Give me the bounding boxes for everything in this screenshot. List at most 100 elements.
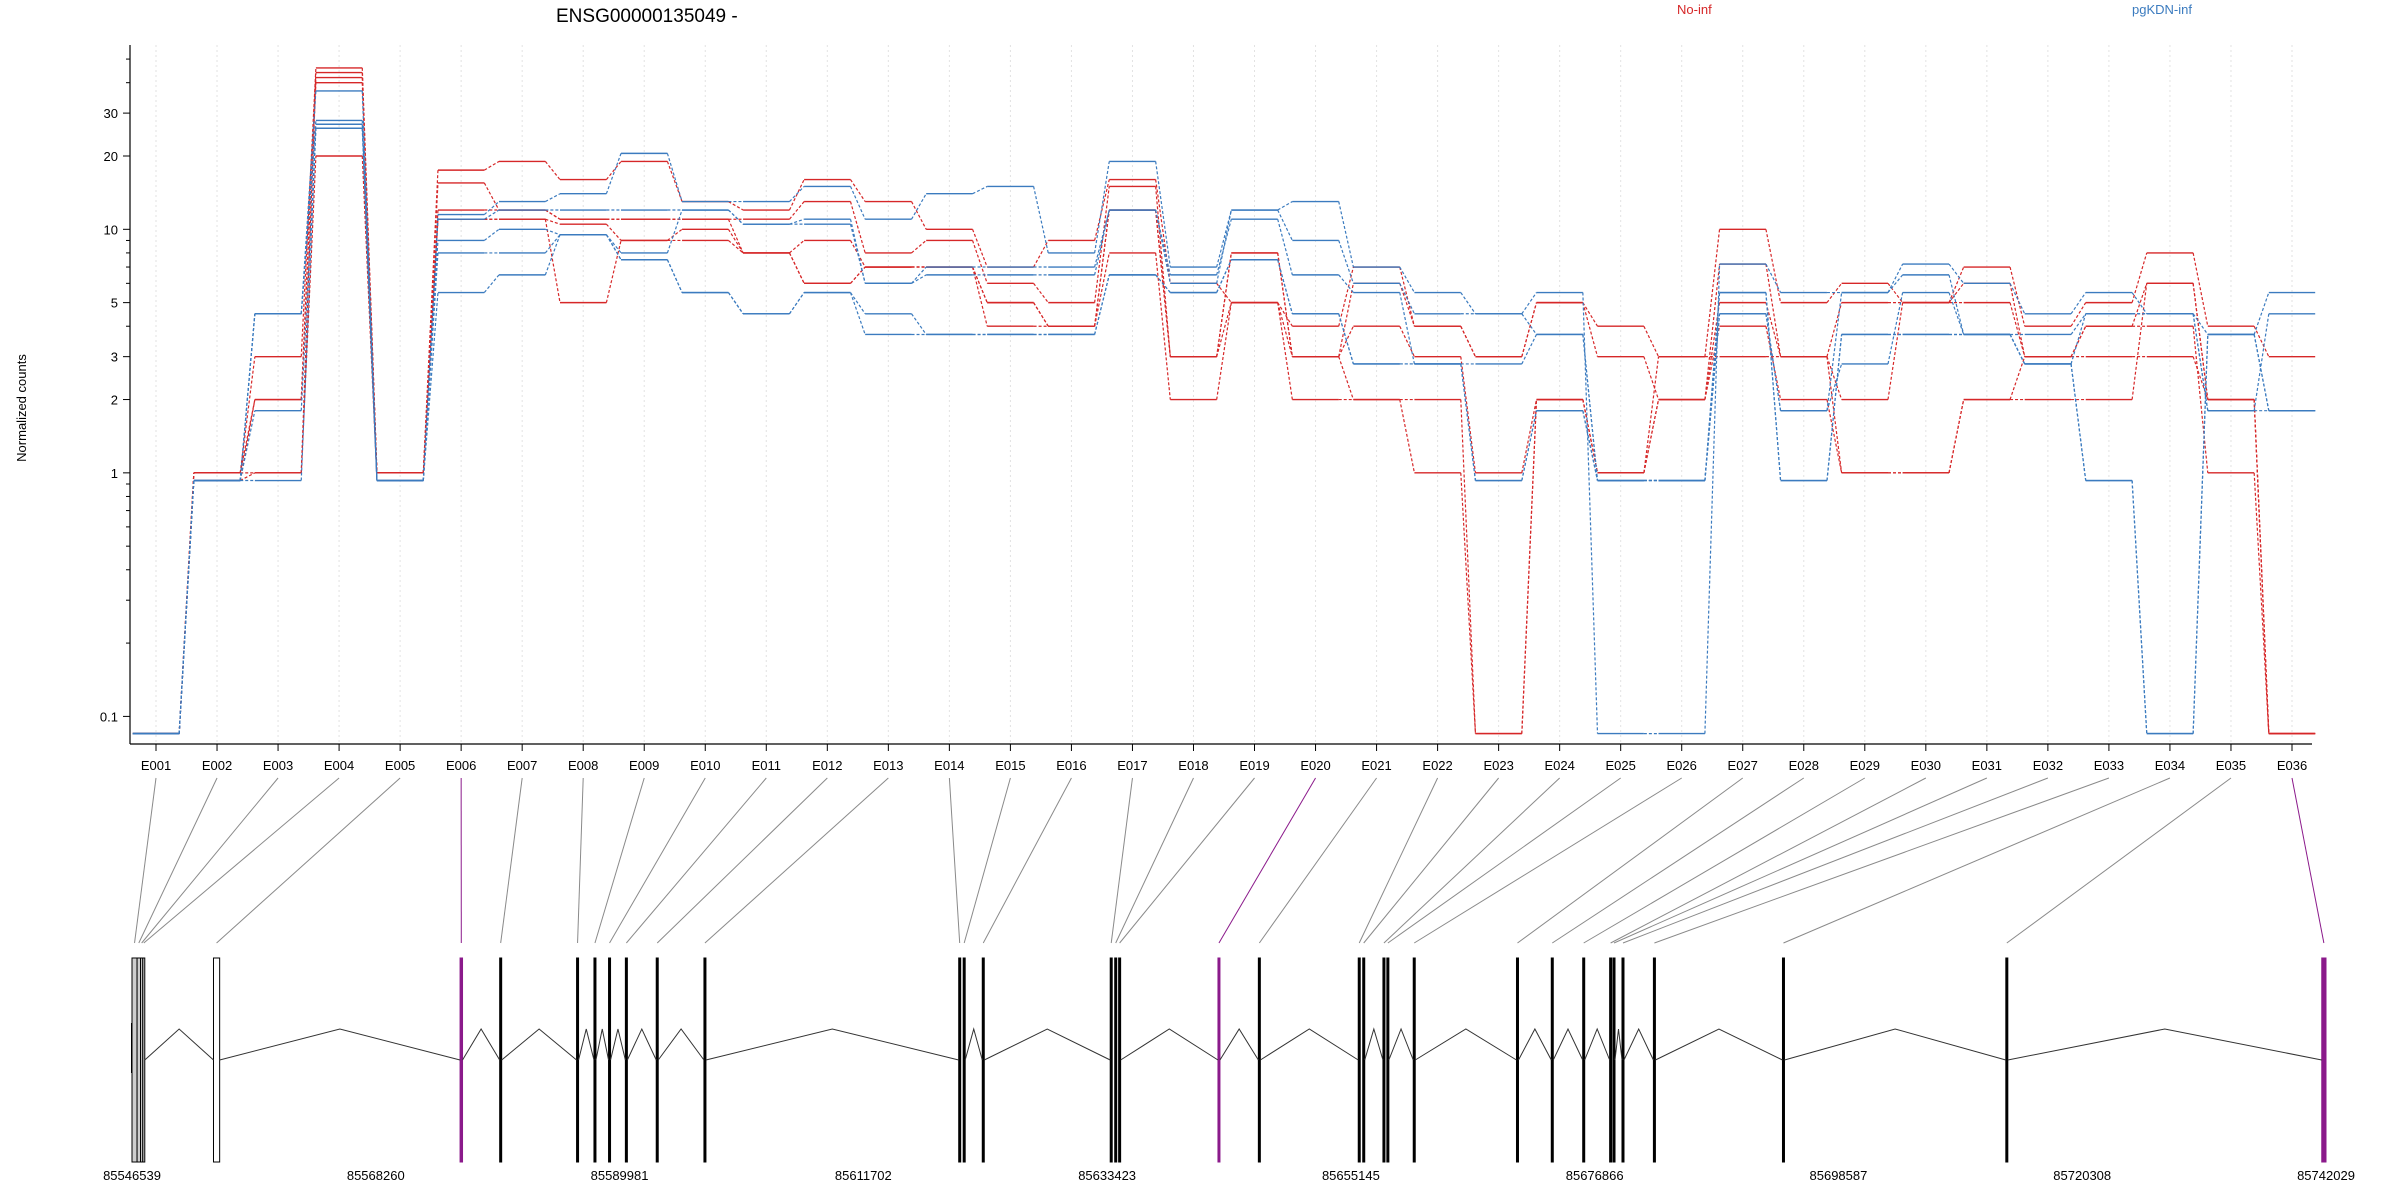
genomic-position-label: 85568260 bbox=[347, 1168, 405, 1183]
exon-box bbox=[703, 957, 707, 1163]
exon-transition bbox=[1826, 399, 1843, 473]
x-tick-label: E024 bbox=[1544, 758, 1574, 773]
x-tick-label: E004 bbox=[324, 758, 354, 773]
x-tick-label: E006 bbox=[446, 758, 476, 773]
exon-transition bbox=[1216, 302, 1232, 357]
intron-line bbox=[705, 1028, 959, 1061]
x-tick-label: E018 bbox=[1178, 758, 1208, 773]
exon-transition bbox=[2009, 283, 2026, 315]
exon-box bbox=[1781, 957, 1785, 1163]
vertical-gridlines bbox=[155, 45, 2293, 744]
exon-box bbox=[1609, 957, 1613, 1163]
exon-transition bbox=[239, 313, 256, 481]
exon-transition bbox=[605, 161, 622, 180]
exon-transition bbox=[2192, 313, 2209, 411]
exon-box bbox=[2321, 957, 2327, 1163]
exon-transition bbox=[1948, 266, 1965, 303]
exon-transition bbox=[1460, 472, 1477, 734]
exon-transition bbox=[1399, 283, 1415, 327]
intron-line bbox=[1623, 1027, 1654, 1061]
exon-transition bbox=[2192, 326, 2209, 473]
exon-connector bbox=[1654, 777, 2110, 944]
exon-transition bbox=[911, 266, 927, 284]
x-tick-label: E033 bbox=[2094, 758, 2124, 773]
exon-transition bbox=[545, 218, 561, 225]
exon-connector bbox=[1413, 777, 1682, 944]
x-tick-label: E007 bbox=[507, 758, 537, 773]
exon-transition bbox=[1643, 356, 1660, 400]
exon-transition bbox=[1460, 363, 1477, 481]
exon-box bbox=[1612, 957, 1616, 1163]
intron-line bbox=[1584, 1027, 1611, 1061]
exon-transition bbox=[2253, 325, 2270, 357]
exon-box bbox=[958, 957, 962, 1163]
exon-box bbox=[131, 957, 138, 1163]
exon-connector bbox=[1552, 777, 1805, 944]
exon-box bbox=[1412, 957, 1416, 1163]
exon-transition bbox=[1704, 264, 1721, 734]
exon-transition bbox=[2131, 283, 2148, 400]
exon-transition bbox=[422, 219, 439, 481]
exon-box bbox=[1386, 957, 1390, 1163]
x-tick-label: E035 bbox=[2216, 758, 2246, 773]
exon-transition bbox=[972, 185, 988, 195]
exon-transition bbox=[911, 274, 927, 284]
exon-transition bbox=[1277, 209, 1293, 241]
exon-transition bbox=[971, 266, 988, 327]
exon-transition bbox=[2253, 292, 2270, 335]
exon-transition bbox=[1765, 229, 1782, 303]
exon-box bbox=[136, 957, 142, 1163]
genomic-position-label: 85589981 bbox=[591, 1168, 649, 1183]
exon-box bbox=[655, 957, 659, 1163]
exon-connector bbox=[1583, 777, 1866, 944]
exon-box bbox=[459, 957, 464, 1163]
plot-axes: 0.1 1 2 3 5 10 20 30 E001 E002 E003 E004 E005 E006 E00… bbox=[100, 45, 2312, 773]
exon-box bbox=[1550, 957, 1554, 1163]
exon-transition bbox=[544, 234, 561, 276]
x-tick-label: E026 bbox=[1667, 758, 1697, 773]
exon-transition bbox=[239, 399, 256, 481]
exon-transition bbox=[1094, 209, 1110, 327]
exon-transition bbox=[1948, 292, 1965, 335]
intron-line bbox=[578, 1028, 595, 1061]
exon-transition bbox=[2253, 399, 2270, 734]
x-tick-label: E002 bbox=[202, 758, 232, 773]
exon-connector bbox=[216, 777, 401, 944]
exon-transition bbox=[788, 252, 805, 284]
exon-transition bbox=[2070, 313, 2087, 335]
exon-transition bbox=[1155, 209, 1171, 276]
intron-line bbox=[984, 1028, 1111, 1061]
intron-line bbox=[626, 1027, 657, 1061]
exon-box bbox=[1382, 957, 1386, 1163]
exon-transition bbox=[1216, 209, 1232, 284]
exon-connector bbox=[609, 777, 706, 944]
exon-transition bbox=[544, 234, 561, 254]
exon-transition bbox=[1765, 302, 1782, 357]
exon-transition bbox=[1765, 292, 1782, 481]
y-tick-label: 0.1 bbox=[100, 709, 118, 724]
exon-transition bbox=[1216, 252, 1232, 357]
exon-box bbox=[1515, 957, 1519, 1163]
exon-transition bbox=[2192, 283, 2209, 400]
series-pgkdn-inf bbox=[132, 119, 2316, 735]
exon-transition bbox=[239, 399, 256, 473]
exon-transition bbox=[1704, 292, 1721, 481]
exon-transition bbox=[300, 124, 317, 314]
exon-transition bbox=[1094, 161, 1110, 254]
exon-transition bbox=[1826, 292, 1843, 411]
x-tick-label: E001 bbox=[141, 758, 171, 773]
exon-connector bbox=[500, 777, 523, 944]
exon-transition bbox=[1216, 302, 1232, 400]
exon-box bbox=[499, 957, 503, 1163]
exon-transition bbox=[2192, 334, 2209, 734]
exon-box bbox=[1217, 957, 1221, 1163]
exon-transition bbox=[789, 201, 805, 220]
intron-line bbox=[1414, 1028, 1517, 1061]
exon-transition bbox=[1948, 263, 1965, 284]
exon-transition bbox=[1277, 302, 1293, 400]
exon-transition bbox=[1216, 282, 1232, 303]
exon-transition bbox=[1338, 240, 1354, 284]
exon-connector-lines bbox=[134, 777, 2325, 944]
series-no-inf bbox=[132, 71, 2316, 735]
